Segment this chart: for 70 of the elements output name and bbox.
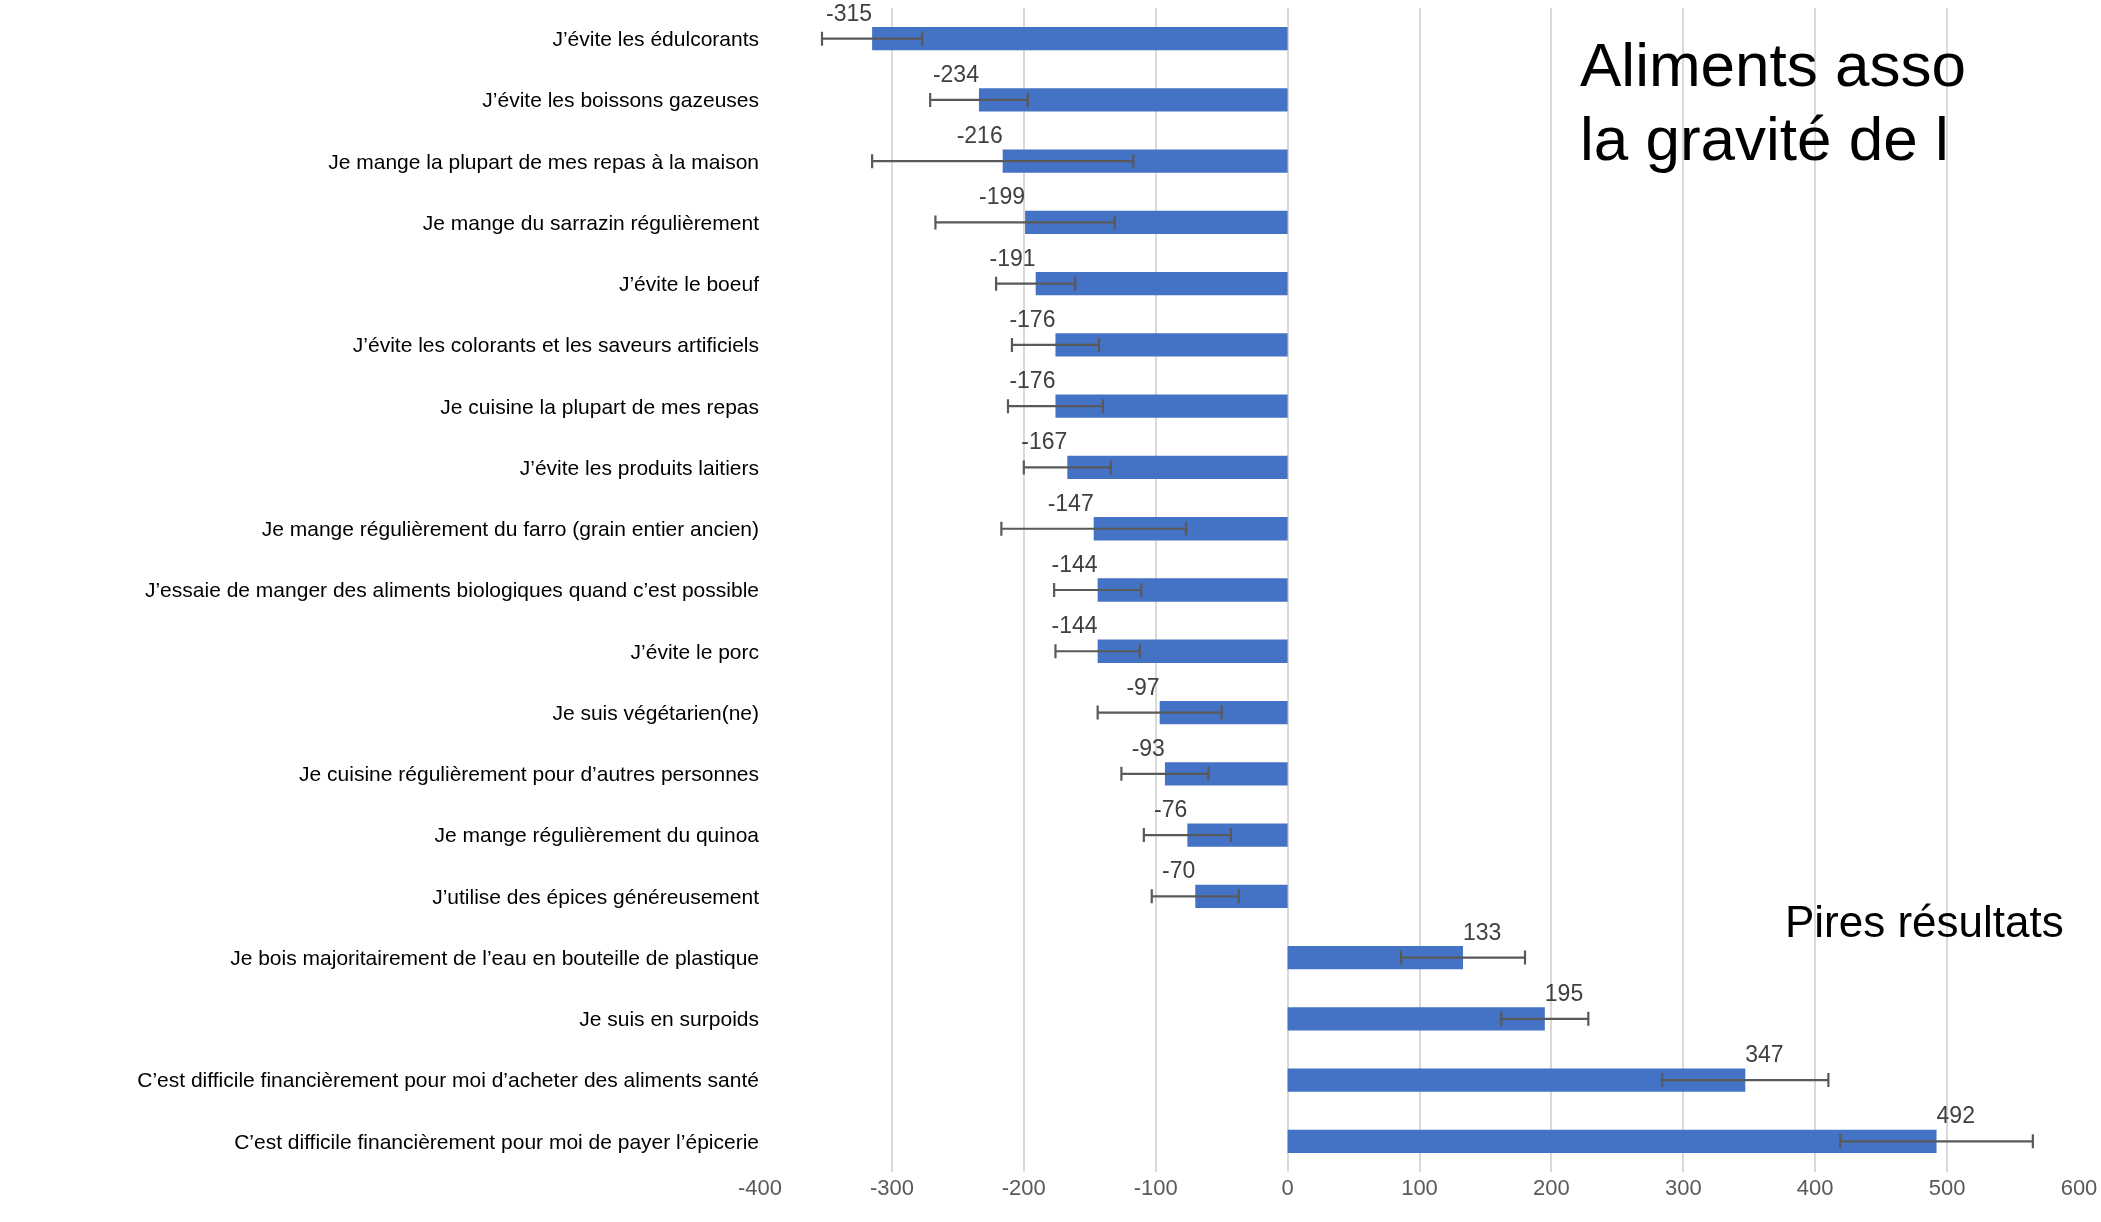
y-tick-label: Je mange du sarrazin régulièrement bbox=[422, 210, 760, 234]
data-label: -176 bbox=[1009, 367, 1056, 394]
x-tick-label: 600 bbox=[2060, 1175, 2098, 1200]
x-tick-label: -200 bbox=[1001, 1175, 1046, 1200]
bar bbox=[1164, 762, 1288, 786]
bar bbox=[872, 26, 1288, 51]
bar bbox=[1287, 1007, 1545, 1031]
data-label: -144 bbox=[1051, 551, 1098, 577]
data-label: -191 bbox=[989, 244, 1036, 271]
y-tick-label: Je mange régulièrement du farro (grain entier ancien) bbox=[261, 517, 759, 541]
x-tick-label: -100 bbox=[1133, 1175, 1178, 1200]
x-tick-label: 0 bbox=[1281, 1175, 1294, 1200]
data-label: -76 bbox=[1154, 796, 1188, 823]
y-tick-label: J’évite le boeuf bbox=[618, 272, 760, 296]
bar bbox=[1287, 1129, 1937, 1154]
y-tick-label: J’utilise des épices généreusement bbox=[432, 884, 760, 908]
data-label: 347 bbox=[1745, 1041, 1784, 1068]
y-tick-label: J’évite les édulcorants bbox=[552, 26, 759, 50]
x-tick-label: 500 bbox=[1928, 1175, 1966, 1200]
y-tick-label: J’évite les produits laitiers bbox=[519, 455, 759, 479]
bar bbox=[978, 88, 1288, 112]
data-label: 492 bbox=[1936, 1102, 1975, 1129]
y-tick-label: Je cuisine régulièrement pour d’autres personnes bbox=[299, 762, 759, 786]
bar bbox=[1002, 149, 1288, 173]
x-tick-label: -300 bbox=[869, 1175, 914, 1200]
y-tick-label: Je cuisine la plupart de mes repas bbox=[440, 394, 759, 418]
y-tick-label: Je suis végétarien(ne) bbox=[552, 700, 759, 724]
x-tick-label: 100 bbox=[1401, 1175, 1438, 1200]
data-label: -144 bbox=[1051, 612, 1098, 639]
bar bbox=[1287, 1068, 1746, 1092]
data-label: -176 bbox=[1009, 305, 1056, 332]
y-tick-label: J’essaie de manger des aliments biologiques quand c’est possible bbox=[144, 578, 759, 602]
y-tick-label: J’évite les colorants et les saveurs artificiels bbox=[352, 333, 759, 357]
y-tick-label: C’est difficile financièrement pour moi d’acheter des aliments santé bbox=[137, 1068, 759, 1092]
bar bbox=[1187, 823, 1288, 847]
bar bbox=[1097, 578, 1288, 602]
data-label: -234 bbox=[932, 60, 980, 87]
data-label: -70 bbox=[1162, 857, 1196, 884]
data-label: -199 bbox=[979, 183, 1026, 210]
bar bbox=[1025, 210, 1288, 235]
bar bbox=[1035, 272, 1288, 296]
data-label: -167 bbox=[1021, 428, 1068, 455]
data-label: -97 bbox=[1126, 673, 1160, 700]
y-tick-label: Je bois majoritairement de l’eau en bouteille de plastique bbox=[230, 945, 759, 969]
bar bbox=[1287, 945, 1464, 970]
data-label: -147 bbox=[1047, 489, 1094, 516]
text: Aliments asso la gravité de l bbox=[1580, 29, 1966, 176]
y-tick-label: J’évite le porc bbox=[630, 639, 759, 663]
x-tick-label: -400 bbox=[737, 1175, 783, 1200]
annotation: Pires résultats bbox=[1785, 897, 2064, 946]
y-tick-label: Je mange régulièrement du quinoa bbox=[434, 823, 760, 847]
y-tick-label: J’évite les boissons gazeuses bbox=[482, 88, 759, 112]
bar bbox=[1067, 455, 1288, 480]
bar bbox=[1195, 884, 1288, 908]
bar bbox=[1055, 333, 1288, 357]
data-label: -93 bbox=[1131, 734, 1165, 761]
x-tick-label: 400 bbox=[1796, 1175, 1834, 1200]
y-tick-label: Je suis en surpoids bbox=[579, 1007, 759, 1031]
data-label: 195 bbox=[1544, 979, 1584, 1006]
x-tick-label: 300 bbox=[1664, 1175, 1702, 1200]
y-tick-label: Je mange la plupart de mes repas à la maison bbox=[328, 149, 759, 173]
data-label: 133 bbox=[1463, 918, 1502, 945]
bar bbox=[1055, 394, 1288, 418]
x-tick-label: 200 bbox=[1533, 1175, 1570, 1200]
y-tick-label: C’est difficile financièrement pour moi de payer l’épicerie bbox=[234, 1129, 759, 1153]
bar bbox=[1097, 639, 1288, 663]
data-label: -315 bbox=[826, 0, 873, 26]
data-label: -216 bbox=[956, 122, 1003, 149]
bar bbox=[1093, 517, 1288, 541]
bar bbox=[1159, 700, 1288, 725]
